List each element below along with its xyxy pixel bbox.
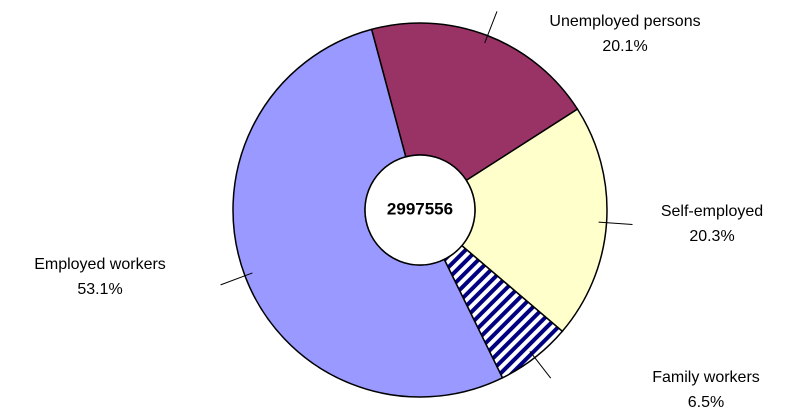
segment-value: 53.1%: [77, 281, 122, 298]
leader-line: [598, 221, 633, 225]
leader-line: [529, 351, 552, 379]
segment-label: Unemployed persons: [549, 13, 700, 30]
segment-value: 20.3%: [689, 228, 734, 245]
leader-line: [220, 272, 253, 286]
segment-label: Family workers: [652, 369, 760, 386]
donut-hole: [364, 154, 476, 266]
segment-label: Employed workers: [34, 256, 166, 273]
segment-value: 20.1%: [602, 38, 647, 55]
segment-label: Self-employed: [661, 203, 763, 220]
leader-line: [484, 11, 498, 44]
center-label: 2997556: [387, 199, 453, 218]
segment-value: 6.5%: [688, 394, 724, 409]
